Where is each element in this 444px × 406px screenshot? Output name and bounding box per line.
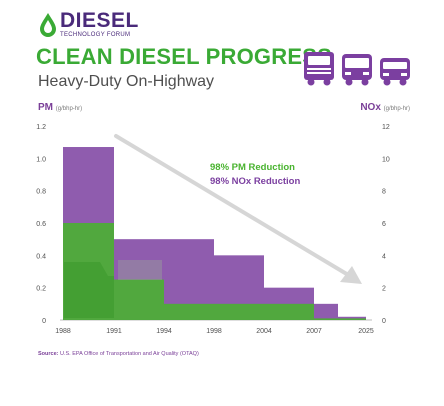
trend-arrow-head: [340, 266, 362, 284]
nox-reduction-label: 98% NOx Reduction: [210, 176, 300, 187]
nox-tick-label: 0: [382, 318, 386, 325]
pm-bar: [164, 303, 314, 320]
nox-axis-unit: (g/bhp-hr): [383, 106, 410, 112]
page-subtitle: Heavy-Duty On-Highway: [38, 73, 215, 90]
logo-brand-sub: TECHNOLOGY FORUM: [60, 32, 131, 38]
droplet-logo-icon: [40, 13, 56, 37]
truck-icon: [304, 52, 334, 86]
pm-tick-label: 0.8: [36, 189, 46, 196]
nox-tick-label: 2: [382, 286, 386, 293]
pm-tick-label: 0.2: [36, 286, 46, 293]
truck-silhouette: [64, 262, 114, 318]
vehicle-icons: [304, 52, 410, 86]
nox-tick-label: 12: [382, 124, 390, 131]
pm-tick-label: 0.6: [36, 221, 46, 228]
pm-axis-title: PM (g/bhp-hr): [38, 102, 82, 113]
x-tick-label: 1994: [156, 328, 172, 335]
x-tick-label: 1991: [106, 328, 122, 335]
pm-bar: [314, 318, 366, 320]
nox-tick-label: 8: [382, 189, 386, 196]
pm-bar: [63, 223, 114, 320]
school-bus-icon: [380, 58, 410, 86]
nox-tick-label: 4: [382, 253, 386, 260]
source-text: U.S. EPA Office of Transportation and Ai…: [60, 351, 199, 357]
nox-bar: [314, 303, 338, 320]
trend-arrow-line: [114, 134, 352, 278]
source-label: Source:: [38, 351, 59, 357]
logo-brand: DIESEL: [60, 9, 139, 32]
x-tick-label: 2007: [306, 328, 322, 335]
pm-tick-label: 1.2: [36, 124, 46, 131]
pm-tick-label: 0: [42, 318, 46, 325]
x-tick-label: 1988: [55, 328, 71, 335]
nox-tick-label: 6: [382, 221, 386, 228]
pm-axis-unit: (g/bhp-hr): [55, 106, 83, 112]
nox-tick-label: 10: [382, 156, 390, 163]
x-tick-label: 2025: [358, 328, 374, 335]
truck-window-shade: [118, 260, 162, 280]
nox-axis-title: NOx (g/bhp-hr): [360, 102, 410, 113]
source-note: Source: U.S. EPA Office of Transportatio…: [38, 351, 199, 357]
x-tick-label: 2004: [256, 328, 272, 335]
pm-axis-title-text: PM: [38, 102, 53, 113]
diesel-forum-logo: DIESEL TECHNOLOGY FORUM: [38, 10, 138, 40]
x-tick-label: 1998: [206, 328, 222, 335]
pm-tick-label: 1.0: [36, 156, 46, 163]
page-title: CLEAN DIESEL PROGRESS: [36, 44, 332, 69]
pm-bar: [114, 279, 164, 320]
nox-axis-title-text: NOx: [360, 102, 381, 113]
bus-icon: [342, 54, 372, 86]
pm-tick-label: 0.4: [36, 253, 46, 260]
pm-reduction-label: 98% PM Reduction: [210, 162, 295, 173]
